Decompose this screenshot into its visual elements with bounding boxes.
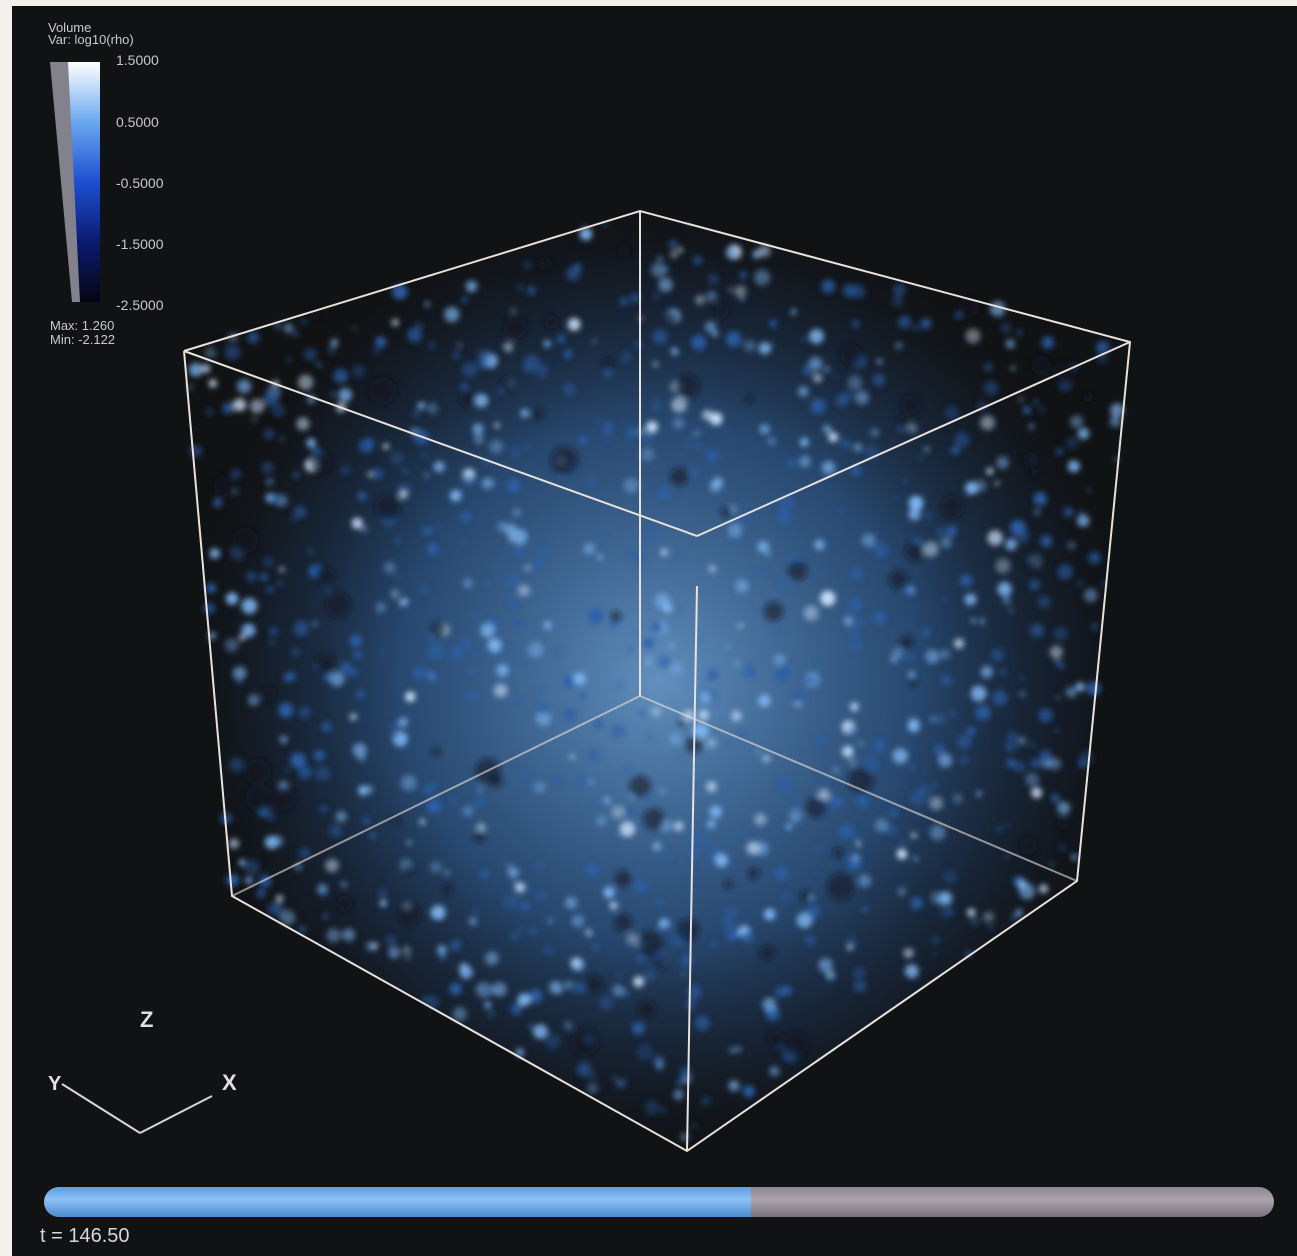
bounding-box bbox=[183, 209, 1132, 1153]
legend-max: Max: 1.260 bbox=[50, 318, 115, 333]
color-legend-bar bbox=[50, 62, 100, 302]
time-progress-fill bbox=[44, 1187, 752, 1217]
legend-title: Volume Var: log10(rho) bbox=[48, 20, 134, 47]
axis-y-line bbox=[61, 1083, 141, 1134]
legend-title-line2: Var: log10(rho) bbox=[48, 32, 134, 47]
box-edge-top-front-left bbox=[183, 350, 698, 537]
axis-y-label: Y bbox=[48, 1073, 62, 1095]
box-edge-top-front-right bbox=[696, 341, 1131, 537]
legend-tick-1: 0.5000 bbox=[116, 114, 159, 130]
box-edge-back-bottom-right bbox=[639, 695, 1078, 882]
legend-tick-0: 1.5000 bbox=[116, 52, 159, 68]
time-label: t = 146.50 bbox=[40, 1225, 130, 1247]
legend-tick-3: -1.5000 bbox=[116, 236, 164, 252]
volume-cloud bbox=[187, 211, 1130, 1151]
axes-triad bbox=[61, 1083, 213, 1134]
axis-x-label: X bbox=[222, 1070, 237, 1095]
legend-tick-2: -0.5000 bbox=[116, 175, 164, 191]
render-viewport[interactable]: Volume Var: log10(rho) 1.5000 0. bbox=[12, 6, 1297, 1256]
time-progress-bar[interactable] bbox=[44, 1187, 1274, 1217]
legend-title-line1: Volume bbox=[48, 20, 92, 35]
axis-z-label: Z bbox=[140, 1007, 154, 1032]
volume-render bbox=[61, 209, 1132, 1153]
legend-tick-4: -2.5000 bbox=[116, 297, 164, 313]
legend-min: Min: -2.122 bbox=[50, 332, 116, 347]
box-edge-back-bottom-left bbox=[231, 695, 641, 897]
box-edge-front-vertical bbox=[686, 585, 698, 1152]
axis-x-line bbox=[139, 1095, 213, 1134]
